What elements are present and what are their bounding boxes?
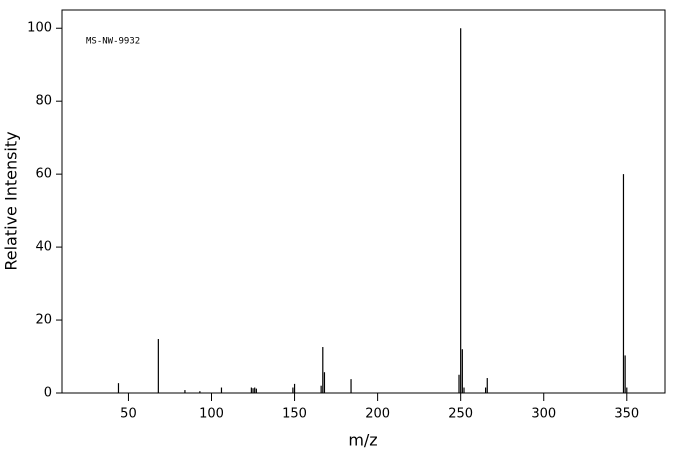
y-tick-label: 80 (35, 94, 52, 109)
plot-frame (61, 9, 666, 394)
x-tick-label: 200 (365, 407, 390, 422)
y-tick-label: 60 (35, 167, 52, 182)
x-tick-label: 300 (531, 407, 556, 422)
y-tick-label: 100 (27, 21, 52, 36)
y-tick-label: 40 (35, 240, 52, 255)
x-tick-label: 250 (448, 407, 473, 422)
x-tick-label: 100 (199, 407, 224, 422)
x-tick-label: 50 (120, 407, 137, 422)
x-tick-label: 150 (282, 407, 307, 422)
y-tick-label: 0 (44, 386, 52, 401)
x-axis-label: m/z (348, 431, 377, 450)
y-axis-label: Relative Intensity (2, 131, 21, 270)
y-tick-label: 20 (35, 313, 52, 328)
annotation: MS-NW-9932 (86, 37, 140, 47)
x-tick-label: 350 (614, 407, 639, 422)
